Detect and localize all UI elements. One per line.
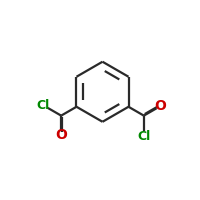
Text: O: O <box>154 99 166 113</box>
Text: O: O <box>55 128 67 142</box>
Text: Cl: Cl <box>36 99 50 112</box>
Text: Cl: Cl <box>137 130 150 143</box>
